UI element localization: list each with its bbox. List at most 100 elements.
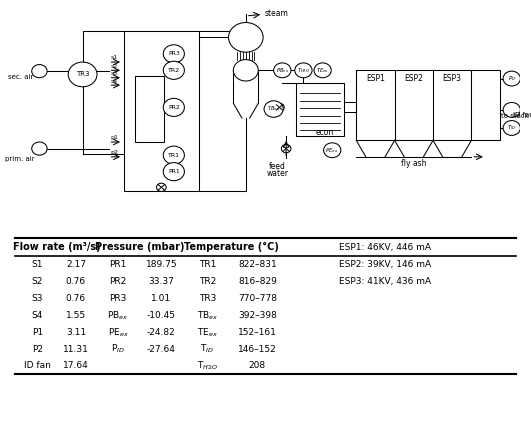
Text: s4: s4 <box>110 78 118 83</box>
Text: sec. air: sec. air <box>7 74 33 80</box>
Text: $T_{ID}$: $T_{ID}$ <box>507 124 516 132</box>
Bar <box>296 83 344 136</box>
Circle shape <box>163 61 184 79</box>
Text: 152–161: 152–161 <box>238 328 277 337</box>
Text: TR1: TR1 <box>168 153 180 158</box>
Text: $PB_{ex}$: $PB_{ex}$ <box>276 66 289 75</box>
Text: prim. air: prim. air <box>5 156 35 162</box>
Text: ESP3: ESP3 <box>443 74 462 83</box>
Text: $P_D$: $P_D$ <box>508 74 516 83</box>
Circle shape <box>503 121 520 135</box>
Text: PR3: PR3 <box>109 294 127 303</box>
Text: p1: p1 <box>110 135 118 141</box>
Bar <box>124 31 199 191</box>
Text: S2: S2 <box>32 277 43 286</box>
Text: Flow rate (m³/s): Flow rate (m³/s) <box>13 242 100 252</box>
Text: s2: s2 <box>110 64 118 69</box>
Circle shape <box>163 98 184 116</box>
Text: fly ash: fly ash <box>401 159 426 168</box>
Text: 392–398: 392–398 <box>238 311 277 320</box>
Circle shape <box>32 65 47 78</box>
Circle shape <box>314 63 331 78</box>
Text: water: water <box>267 169 288 178</box>
Circle shape <box>264 101 283 117</box>
Text: ESP2: ESP2 <box>405 74 423 83</box>
Text: -24.82: -24.82 <box>147 328 176 337</box>
Text: $T_{H2O}$: $T_{H2O}$ <box>297 66 310 75</box>
Text: PR2: PR2 <box>168 105 180 110</box>
Text: s3: s3 <box>110 71 118 76</box>
Text: 770–778: 770–778 <box>238 294 277 303</box>
Text: 33.37: 33.37 <box>148 277 174 286</box>
Text: 1.01: 1.01 <box>151 294 172 303</box>
Text: s1: s1 <box>111 55 118 60</box>
Text: PR1: PR1 <box>109 260 127 269</box>
Text: 822–831: 822–831 <box>238 260 277 269</box>
Text: PB$_{ex}$: PB$_{ex}$ <box>107 309 129 322</box>
Text: 1.55: 1.55 <box>66 311 86 320</box>
Text: P$_{ID}$: P$_{ID}$ <box>111 343 125 355</box>
Text: 11.31: 11.31 <box>63 345 89 354</box>
Text: 3.11: 3.11 <box>66 328 86 337</box>
Text: $PE_{ex}$: $PE_{ex}$ <box>326 146 339 155</box>
Text: 17.64: 17.64 <box>63 362 89 371</box>
Circle shape <box>163 45 184 63</box>
Bar <box>356 70 472 140</box>
Text: TB$_{ex}$: TB$_{ex}$ <box>196 309 218 322</box>
Text: ESP3: 41KV, 436 mA: ESP3: 41KV, 436 mA <box>339 277 431 286</box>
Circle shape <box>323 143 341 158</box>
Text: $TB_{ex}$: $TB_{ex}$ <box>267 105 280 113</box>
Circle shape <box>275 103 284 112</box>
Text: 816–829: 816–829 <box>238 277 277 286</box>
Circle shape <box>68 62 97 87</box>
Text: ID fan: ID fan <box>513 112 531 118</box>
Circle shape <box>163 146 184 164</box>
Text: PE$_{ex}$: PE$_{ex}$ <box>108 326 129 339</box>
Circle shape <box>228 23 263 52</box>
Text: S4: S4 <box>32 311 43 320</box>
Text: steam: steam <box>264 9 288 18</box>
Text: TR3: TR3 <box>199 294 216 303</box>
Text: $TE_{ex}$: $TE_{ex}$ <box>316 66 329 75</box>
Text: 0.76: 0.76 <box>66 294 86 303</box>
Circle shape <box>281 144 291 153</box>
Bar <box>135 76 164 142</box>
Text: S1: S1 <box>32 260 43 269</box>
Text: TR3: TR3 <box>76 72 89 78</box>
Text: ESP1: ESP1 <box>366 74 385 83</box>
Text: TR2: TR2 <box>199 277 216 286</box>
Text: PR2: PR2 <box>109 277 127 286</box>
Circle shape <box>273 63 291 78</box>
Text: feed: feed <box>269 162 286 171</box>
Text: T$_{H2O}$: T$_{H2O}$ <box>197 360 218 372</box>
Text: S3: S3 <box>32 294 43 303</box>
Text: 146–152: 146–152 <box>238 345 277 354</box>
Circle shape <box>295 63 312 78</box>
Text: 2.17: 2.17 <box>66 260 86 269</box>
Text: TR1: TR1 <box>199 260 216 269</box>
Text: ESP2: 39KV, 146 mA: ESP2: 39KV, 146 mA <box>339 260 431 269</box>
Text: econ: econ <box>315 128 333 137</box>
Text: Temperature (°C): Temperature (°C) <box>184 242 279 252</box>
Circle shape <box>503 102 520 117</box>
Circle shape <box>233 60 258 81</box>
Circle shape <box>163 163 184 181</box>
Text: T$_{ID}$: T$_{ID}$ <box>200 343 215 355</box>
Text: ID fan: ID fan <box>24 362 51 371</box>
Text: ESP1: 46KV, 446 mA: ESP1: 46KV, 446 mA <box>339 242 431 252</box>
Text: 189.75: 189.75 <box>145 260 177 269</box>
Bar <box>472 70 500 140</box>
Text: P1: P1 <box>32 328 43 337</box>
Text: 208: 208 <box>249 362 266 371</box>
Text: TE$_{ex}$: TE$_{ex}$ <box>197 326 218 339</box>
Circle shape <box>503 71 520 86</box>
Text: TR2: TR2 <box>168 68 180 73</box>
Text: PR3: PR3 <box>168 52 180 56</box>
Circle shape <box>32 142 47 155</box>
Text: 0.76: 0.76 <box>66 277 86 286</box>
Text: -27.64: -27.64 <box>147 345 176 354</box>
Circle shape <box>157 183 166 191</box>
Text: Pressure (mbar): Pressure (mbar) <box>95 242 184 252</box>
Text: to stack: to stack <box>501 113 528 119</box>
Text: PR1: PR1 <box>168 169 179 174</box>
